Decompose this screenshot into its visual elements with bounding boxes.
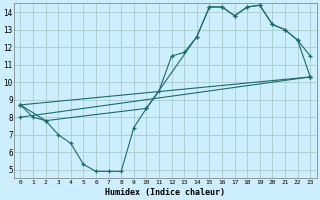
X-axis label: Humidex (Indice chaleur): Humidex (Indice chaleur) xyxy=(105,188,225,197)
